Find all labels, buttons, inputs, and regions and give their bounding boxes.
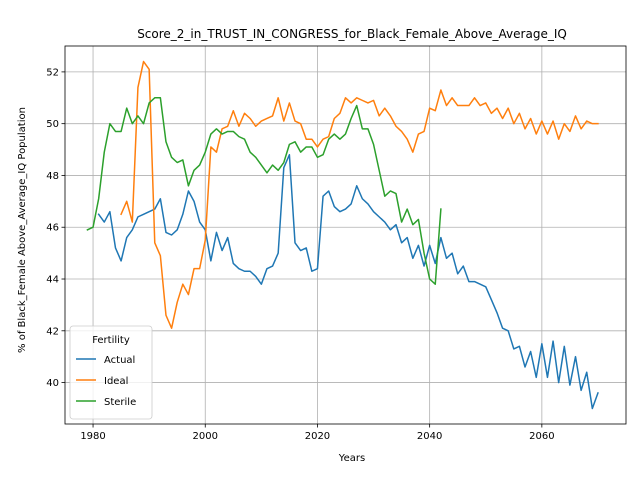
x-tick-label: 2000 [193,431,218,442]
x-tick-label: 2020 [305,431,330,442]
y-tick-label: 44 [46,275,59,286]
series-lines [86,60,599,410]
y-tick-label: 46 [46,223,59,234]
y-tick-label: 50 [46,119,59,130]
series-line-ideal [120,60,599,329]
legend-label-ideal: Ideal [104,376,128,387]
x-tick-label: 1980 [80,431,105,442]
y-tick-label: 52 [46,67,59,78]
y-axis-label: % of Black_Female Above_Average_IQ Popul… [17,107,28,353]
x-axis-label: Years [338,453,365,464]
chart-title: Score_2_in_TRUST_IN_CONGRESS_for_Black_F… [137,27,567,41]
y-tick-label: 42 [46,326,59,337]
y-tick-label: 48 [46,171,59,182]
series-line-sterile [86,97,442,285]
series-line-actual [97,153,599,410]
legend-title: Fertility [92,335,130,346]
legend-box [69,325,153,420]
x-tick-label: 2060 [529,431,554,442]
y-tick-label: 40 [46,378,59,389]
x-tick-label: 2040 [417,431,442,442]
plot-frame [64,45,627,425]
legend-label-sterile: Sterile [104,397,136,408]
legend: Fertility Actual Ideal Sterile [69,325,153,420]
legend-label-actual: Actual [104,355,135,366]
axis-ticks: 1980 2000 2020 2040 2060 40 42 44 46 48 50 52 [46,67,554,442]
